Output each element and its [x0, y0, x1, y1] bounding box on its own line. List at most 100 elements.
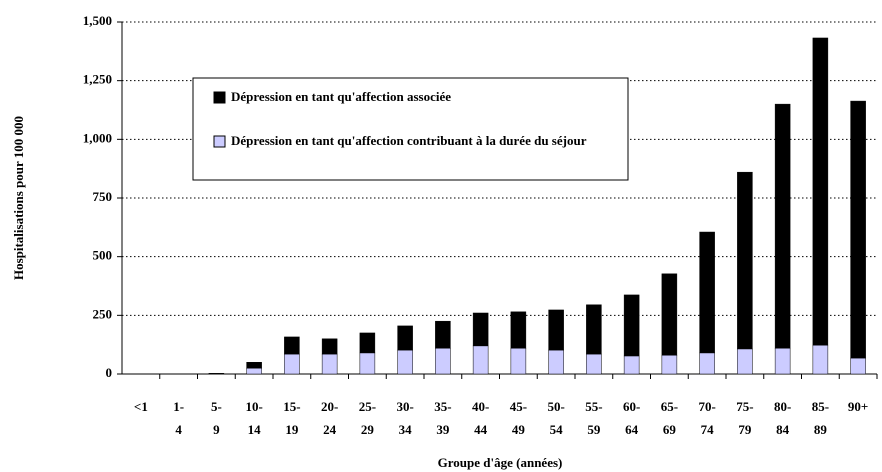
bar-segment — [850, 357, 866, 375]
x-tick-label-line: 4 — [175, 422, 182, 437]
x-tick-label: 80- 84 — [774, 399, 791, 437]
bar-segment — [510, 311, 527, 349]
bar-segment — [737, 171, 753, 350]
legend-swatch — [213, 91, 226, 104]
x-tick-label-line: 59 — [587, 422, 601, 437]
x-tick-label: 1- 4 — [173, 399, 184, 437]
x-tick-label-line: 60- — [623, 399, 640, 414]
legend-label: Dépression en tant qu'affection associée — [231, 89, 451, 104]
x-tick-label-line: 85- — [812, 399, 829, 414]
x-tick-label-line: 79 — [738, 422, 752, 437]
bar-segment — [397, 325, 413, 351]
bar-segment — [284, 353, 300, 375]
bar-segment — [321, 338, 338, 355]
x-tick-label-line: 84 — [776, 422, 790, 437]
y-tick-label: 0 — [106, 365, 113, 380]
bar-segment — [699, 352, 715, 375]
x-tick-label-line: 75- — [736, 399, 753, 414]
x-tick-label: 50- 54 — [547, 399, 564, 437]
x-tick-label: 70- 74 — [698, 399, 715, 437]
x-tick-label: 45- 49 — [510, 399, 527, 437]
x-tick-label-line: 19 — [285, 422, 299, 437]
x-tick-label-line: 30- — [396, 399, 413, 414]
y-tick-label: 1,250 — [83, 72, 112, 87]
x-tick-label-line: 69 — [663, 422, 677, 437]
x-tick-label-line: 44 — [474, 422, 488, 437]
bar-segment — [435, 347, 451, 375]
bar-segment — [586, 353, 602, 375]
bar-segment — [321, 353, 338, 375]
x-tick-label-line: 20- — [321, 399, 338, 414]
legend-box — [192, 77, 629, 181]
bar-segment — [359, 332, 376, 354]
x-tick-label: 40- 44 — [472, 399, 489, 437]
x-axis-title: Groupe d'âge (années) — [438, 455, 563, 470]
x-tick-label-line: 70- — [698, 399, 715, 414]
x-tick-label-line: 34 — [399, 422, 413, 437]
x-tick-label: 30- 34 — [396, 399, 413, 437]
x-tick-label: 20- 24 — [321, 399, 338, 437]
x-tick-label: 85- 89 — [812, 399, 829, 437]
x-tick-label-line: 1- — [173, 399, 184, 414]
bar-segment — [548, 309, 564, 351]
x-tick-label-line: 10- — [245, 399, 262, 414]
bar-segment — [623, 294, 640, 357]
x-tick-label-line: 25- — [359, 399, 376, 414]
bar-segment — [472, 345, 489, 375]
bar-segment — [246, 362, 262, 369]
y-axis-title: Hospitalisations pour 100 000 — [11, 116, 26, 280]
x-tick-label-line: 29 — [361, 422, 375, 437]
bar-segment — [850, 100, 866, 359]
legend-label: Dépression en tant qu'affection contribu… — [231, 133, 587, 148]
x-tick-label: 75- 79 — [736, 399, 753, 437]
x-tick-label-line: 45- — [510, 399, 527, 414]
bar-segment — [510, 347, 527, 375]
x-tick-label-line: 9 — [213, 422, 220, 437]
bar-segment — [284, 336, 300, 355]
bar-segment — [623, 355, 640, 375]
x-tick-label: 35- 39 — [434, 399, 451, 437]
x-tick-label: 65- 69 — [661, 399, 678, 437]
bar-segment — [435, 320, 451, 349]
bar-segment — [774, 103, 791, 349]
bar-segment — [661, 273, 678, 356]
x-tick-label: 60- 64 — [623, 399, 640, 437]
bar-segment — [586, 304, 602, 355]
bar-segment — [548, 349, 564, 375]
x-tick-label-line: 5- — [211, 399, 222, 414]
x-tick-label-line: 49 — [512, 422, 526, 437]
bar-segment — [661, 354, 678, 375]
x-tick-label-line: 89 — [814, 422, 828, 437]
bar-segment — [246, 367, 262, 375]
legend-swatch — [213, 135, 226, 148]
x-tick-label-line: 39 — [436, 422, 450, 437]
x-tick-label: 90+ — [848, 399, 868, 414]
y-tick-label: 750 — [93, 189, 113, 204]
x-tick-label-line: 14 — [248, 422, 262, 437]
x-tick-label-line: 80- — [774, 399, 791, 414]
bar-segment — [397, 349, 413, 375]
x-tick-label-line: 15- — [283, 399, 300, 414]
x-tick-label: 5- 9 — [211, 399, 222, 437]
bar-segment — [737, 348, 753, 375]
bar-segment — [812, 344, 829, 375]
x-tick-label-line: 64 — [625, 422, 639, 437]
x-tick-label-line: 35- — [434, 399, 451, 414]
x-tick-label-line: 40- — [472, 399, 489, 414]
bar-segment — [472, 312, 489, 347]
x-tick-label: 25- 29 — [359, 399, 376, 437]
y-tick-label: 1,000 — [83, 130, 112, 145]
x-tick-label-line: 55- — [585, 399, 602, 414]
y-tick-label: 250 — [93, 306, 113, 321]
x-tick-label: 10- 14 — [245, 399, 262, 437]
y-tick-label: 1,500 — [83, 13, 112, 28]
bar-segment — [812, 37, 829, 346]
bar-segment — [359, 352, 376, 375]
bar-segment — [774, 347, 791, 375]
y-tick-label: 500 — [93, 248, 113, 263]
x-tick-label-line: 74 — [701, 422, 715, 437]
x-tick-label: 15- 19 — [283, 399, 300, 437]
x-tick-label-line: 54 — [550, 422, 564, 437]
bar-segment — [699, 231, 715, 354]
